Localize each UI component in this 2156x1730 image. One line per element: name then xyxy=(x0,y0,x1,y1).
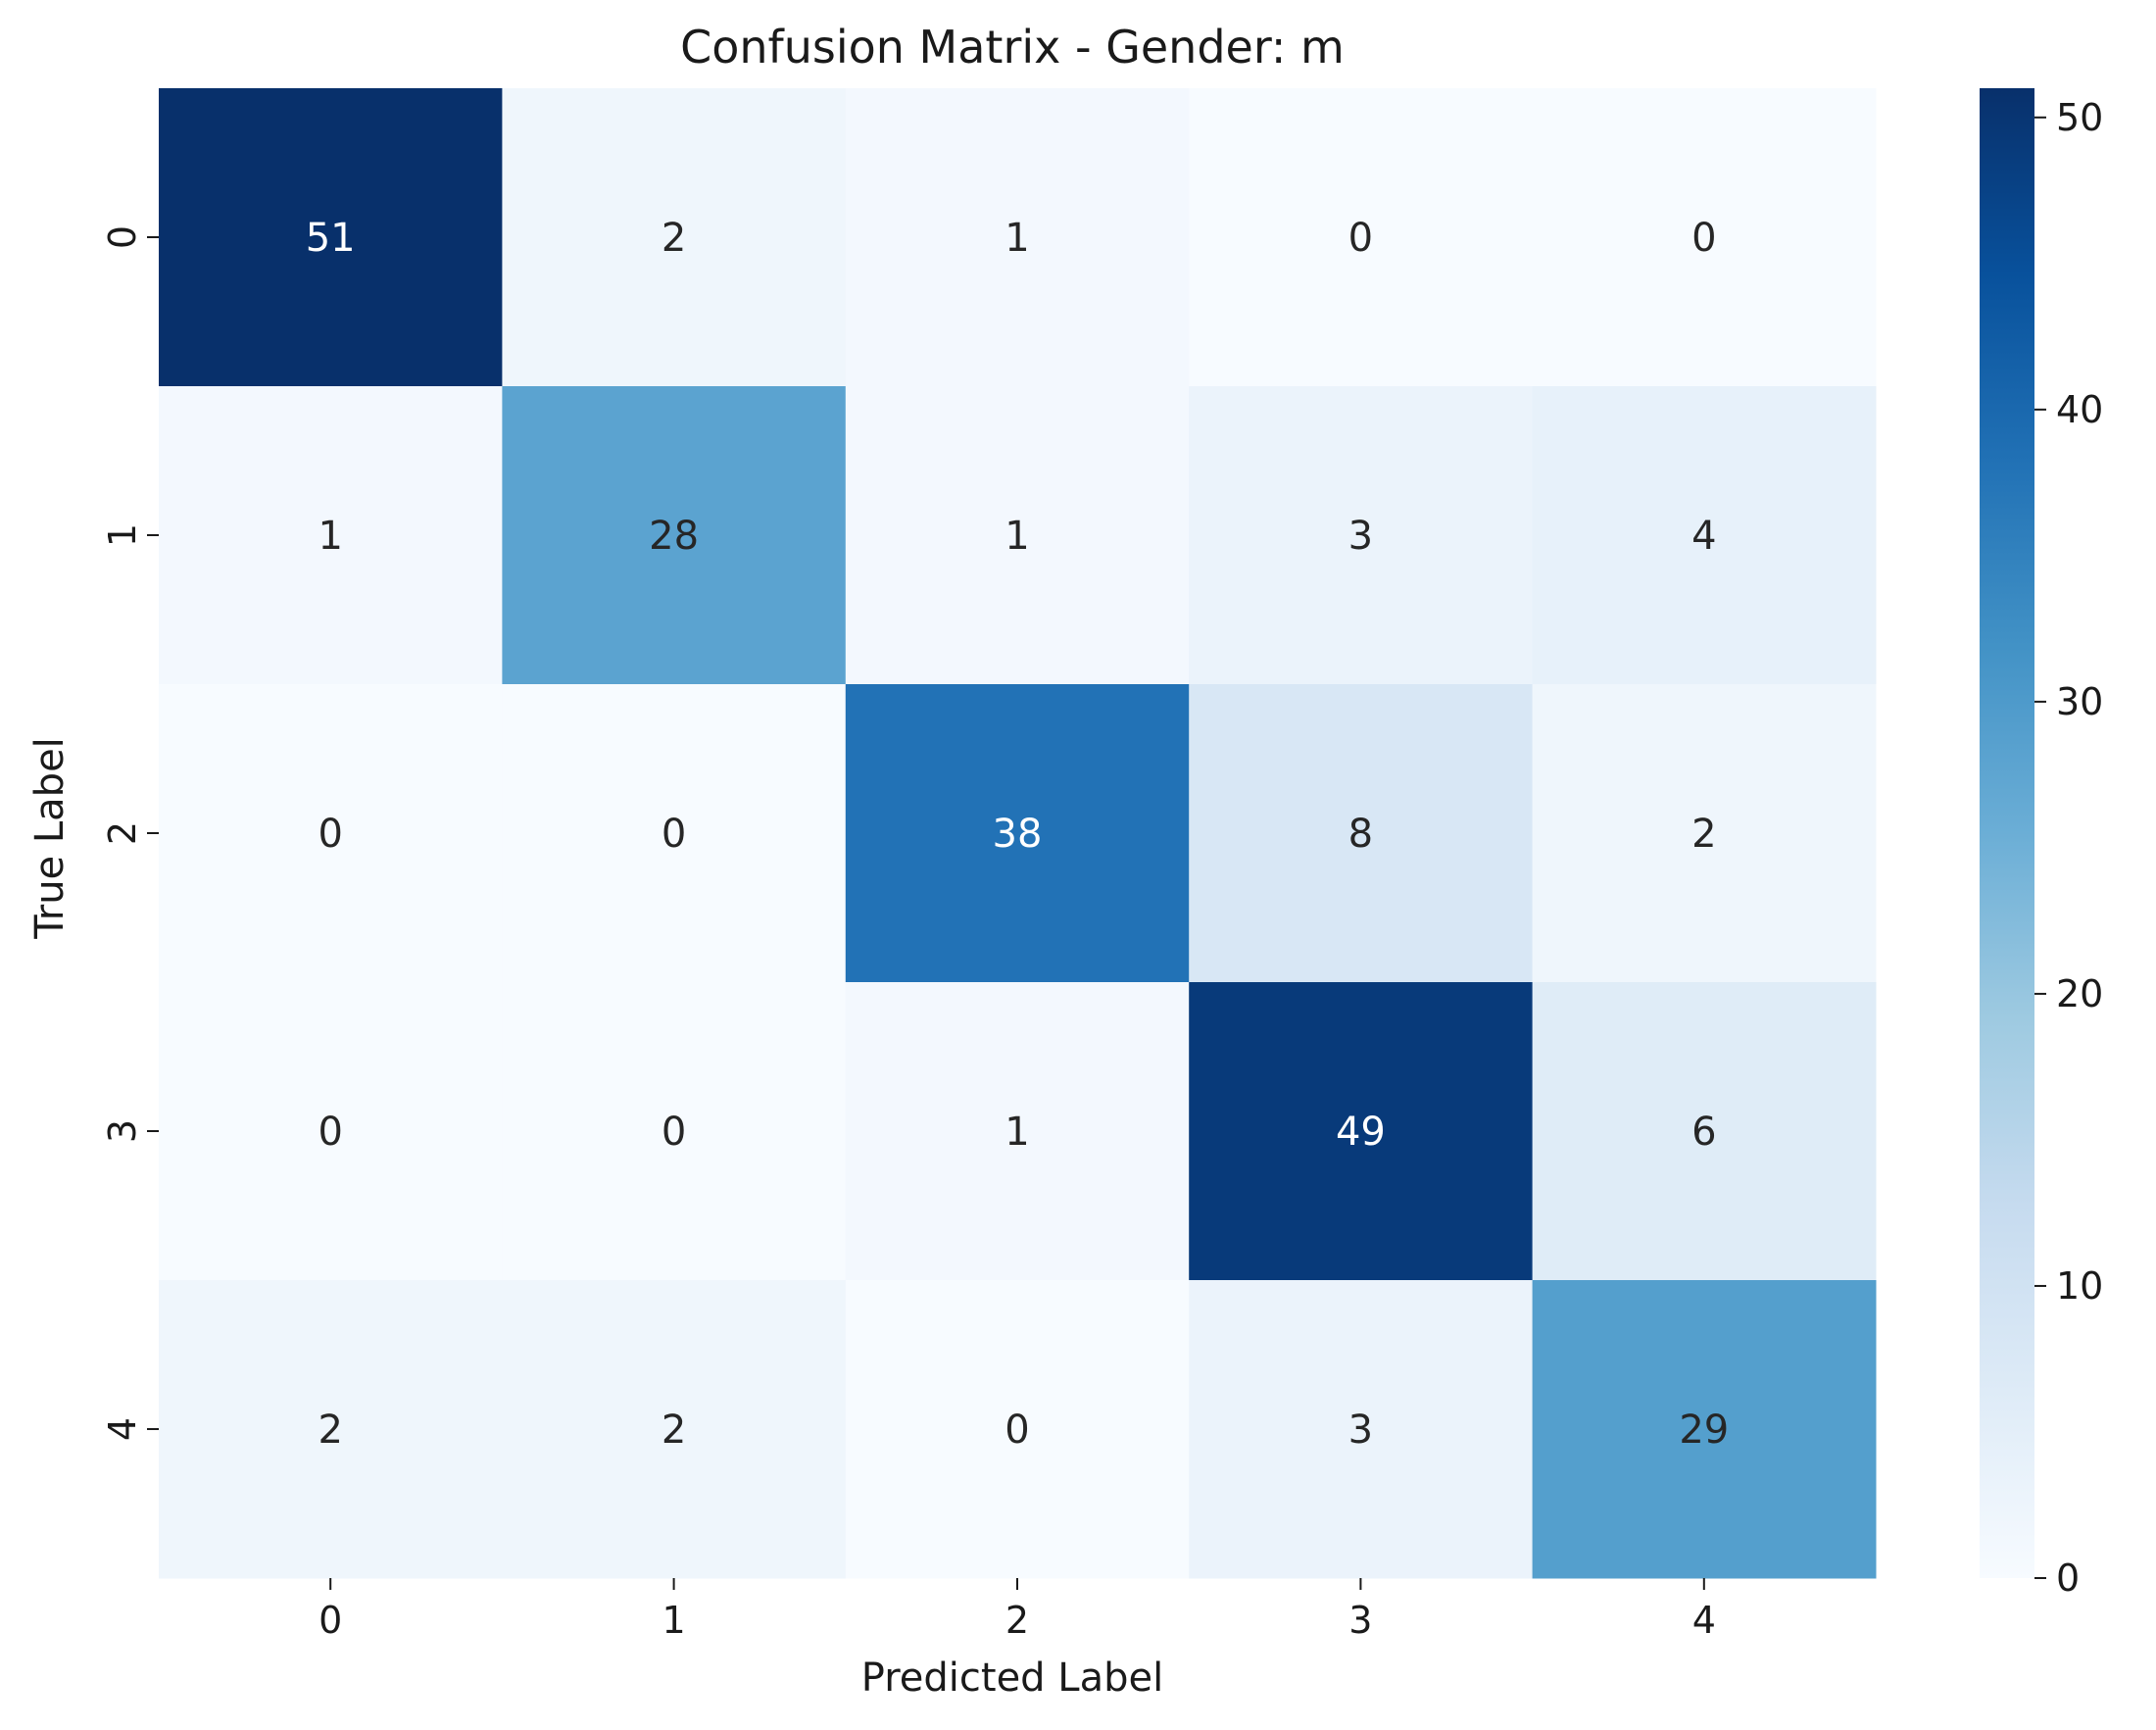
cell-value-label: 1 xyxy=(318,514,342,559)
heatmap-cell xyxy=(159,982,503,1281)
heatmap-cell xyxy=(1189,684,1534,983)
colorbar-ticks: 0 10 20 30 40 50 xyxy=(2034,96,2103,1600)
cell-value-label: 0 xyxy=(662,812,686,857)
chart-title: Confusion Matrix - Gender: m xyxy=(680,21,1345,74)
cell-value-label: 29 xyxy=(1679,1408,1729,1453)
heatmap-cell xyxy=(502,684,847,983)
heatmap-cell xyxy=(159,88,503,387)
heatmap-cell xyxy=(502,982,847,1281)
cell-value-label: 2 xyxy=(662,216,686,261)
heatmap-cell xyxy=(845,684,1190,983)
x-tick-label: 0 xyxy=(318,1599,342,1642)
cell-value-label: 2 xyxy=(662,1408,686,1453)
x-tick-label: 1 xyxy=(662,1599,686,1642)
cell-value-label: 1 xyxy=(1004,1110,1029,1155)
colorbar-tick-label: 20 xyxy=(2056,972,2103,1015)
cell-value-label: 28 xyxy=(649,514,699,559)
colorbar xyxy=(1980,88,2034,1578)
heatmap-cell xyxy=(1189,88,1534,387)
x-tick-label: 4 xyxy=(1692,1599,1716,1642)
cell-value-label: 3 xyxy=(1348,1408,1373,1453)
heatmap-cell xyxy=(159,386,503,685)
heatmap-cells xyxy=(159,88,1877,1579)
y-axis-ticks: 0 1 2 3 4 xyxy=(101,225,159,1441)
heatmap-cell xyxy=(1532,684,1877,983)
y-tick-label: 3 xyxy=(101,1119,144,1143)
heatmap-cell xyxy=(502,386,847,685)
heatmap-cell xyxy=(1532,88,1877,387)
cell-value-label: 0 xyxy=(318,812,342,857)
heatmap-cell-labels: 51 2 1 0 0 1 28 1 3 4 0 0 38 8 2 0 0 1 49 6 2 2 0 3 29 xyxy=(306,216,1730,1453)
cell-value-label: 0 xyxy=(318,1110,342,1155)
cell-value-label: 1 xyxy=(1004,216,1029,261)
x-axis-ticks: 0 1 2 3 4 xyxy=(318,1578,1716,1642)
cell-value-label: 8 xyxy=(1348,812,1373,857)
colorbar-tick-label: 10 xyxy=(2056,1264,2103,1308)
heatmap-cell xyxy=(159,1280,503,1579)
cell-value-label: 6 xyxy=(1691,1110,1716,1155)
heatmap-cell xyxy=(1532,386,1877,685)
heatmap-cell xyxy=(1189,982,1534,1281)
cell-value-label: 0 xyxy=(662,1110,686,1155)
cell-value-label: 4 xyxy=(1691,514,1716,559)
cell-value-label: 2 xyxy=(318,1408,342,1453)
cell-value-label: 3 xyxy=(1348,514,1373,559)
colorbar-tick-label: 40 xyxy=(2056,388,2103,431)
y-tick-label: 0 xyxy=(101,225,144,249)
cell-value-label: 1 xyxy=(1004,514,1029,559)
heatmap-cell xyxy=(845,88,1190,387)
heatmap-cell xyxy=(502,88,847,387)
heatmap-cell xyxy=(1189,1280,1534,1579)
heatmap-cell xyxy=(845,982,1190,1281)
heatmap-cell xyxy=(845,386,1190,685)
colorbar-tick-label: 0 xyxy=(2056,1557,2080,1600)
x-tick-label: 2 xyxy=(1005,1599,1029,1642)
heatmap-cell xyxy=(845,1280,1190,1579)
x-axis-label: Predicted Label xyxy=(861,1656,1163,1701)
cell-value-label: 0 xyxy=(1004,1408,1029,1453)
heatmap-cell xyxy=(1532,1280,1877,1579)
heatmap-cell xyxy=(502,1280,847,1579)
y-tick-label: 4 xyxy=(101,1417,144,1441)
heatmap-cell xyxy=(1189,386,1534,685)
y-axis-label: True Label xyxy=(27,737,73,940)
cell-value-label: 0 xyxy=(1348,216,1373,261)
cell-value-label: 51 xyxy=(306,216,356,261)
y-tick-label: 2 xyxy=(101,821,144,845)
cell-value-label: 2 xyxy=(1691,812,1716,857)
x-tick-label: 3 xyxy=(1348,1599,1372,1642)
cell-value-label: 0 xyxy=(1691,216,1716,261)
cell-value-label: 38 xyxy=(993,812,1043,857)
colorbar-tick-label: 50 xyxy=(2056,96,2103,139)
cell-value-label: 49 xyxy=(1336,1110,1386,1155)
y-tick-label: 1 xyxy=(101,523,144,547)
heatmap-cell xyxy=(1532,982,1877,1281)
colorbar-tick-label: 30 xyxy=(2056,680,2103,723)
heatmap-cell xyxy=(159,684,503,983)
